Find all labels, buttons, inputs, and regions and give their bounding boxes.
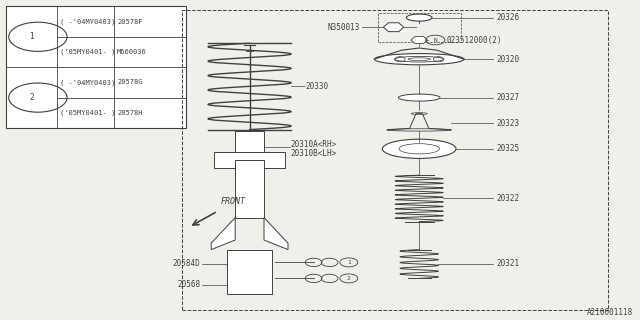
Text: 20320: 20320 (496, 55, 519, 64)
Text: 20323: 20323 (496, 119, 519, 128)
Text: 20330: 20330 (305, 82, 328, 91)
Ellipse shape (399, 144, 440, 154)
Bar (6, 6, 186, 128)
Polygon shape (264, 218, 288, 250)
Text: ( -'04MY0403): ( -'04MY0403) (60, 18, 115, 25)
Text: 20578H: 20578H (117, 110, 143, 116)
Text: 023512000(2): 023512000(2) (446, 36, 502, 44)
Text: 20568: 20568 (177, 280, 200, 289)
Text: 20310B<LH>: 20310B<LH> (291, 149, 337, 158)
Text: N: N (433, 37, 437, 43)
Text: A210001118: A210001118 (588, 308, 634, 317)
Text: FRONT: FRONT (221, 197, 246, 206)
Bar (236, 131, 264, 160)
Text: 20326: 20326 (496, 13, 519, 22)
Text: 20321: 20321 (496, 260, 519, 268)
Text: 1: 1 (347, 260, 351, 265)
Text: 20322: 20322 (496, 194, 519, 203)
Ellipse shape (412, 113, 428, 115)
Polygon shape (211, 218, 236, 250)
Text: 2: 2 (347, 276, 351, 281)
Text: ('05MY0401- ): ('05MY0401- ) (60, 109, 115, 116)
Text: 2: 2 (29, 93, 34, 102)
Text: 20578F: 20578F (117, 19, 143, 25)
Bar (214, 152, 285, 168)
Text: ('05MY0401- ): ('05MY0401- ) (60, 49, 115, 55)
Ellipse shape (408, 58, 431, 60)
Text: 20327: 20327 (496, 93, 519, 102)
Ellipse shape (383, 139, 456, 158)
Text: 20578G: 20578G (117, 79, 143, 85)
Ellipse shape (374, 53, 464, 65)
Text: M660036: M660036 (117, 49, 147, 55)
Text: 20310A<RH>: 20310A<RH> (291, 140, 337, 148)
Text: N350013: N350013 (328, 23, 360, 32)
Bar (227, 250, 272, 294)
Text: 20325: 20325 (496, 144, 519, 153)
Bar (236, 160, 264, 218)
Text: 1: 1 (29, 32, 34, 41)
Bar (378, 13, 461, 42)
Text: 20584D: 20584D (173, 260, 200, 268)
Ellipse shape (406, 14, 432, 21)
Ellipse shape (387, 129, 451, 131)
Text: ( -'04MY0403): ( -'04MY0403) (60, 79, 115, 86)
Ellipse shape (394, 56, 444, 62)
Bar (182, 10, 608, 310)
Ellipse shape (398, 94, 440, 101)
